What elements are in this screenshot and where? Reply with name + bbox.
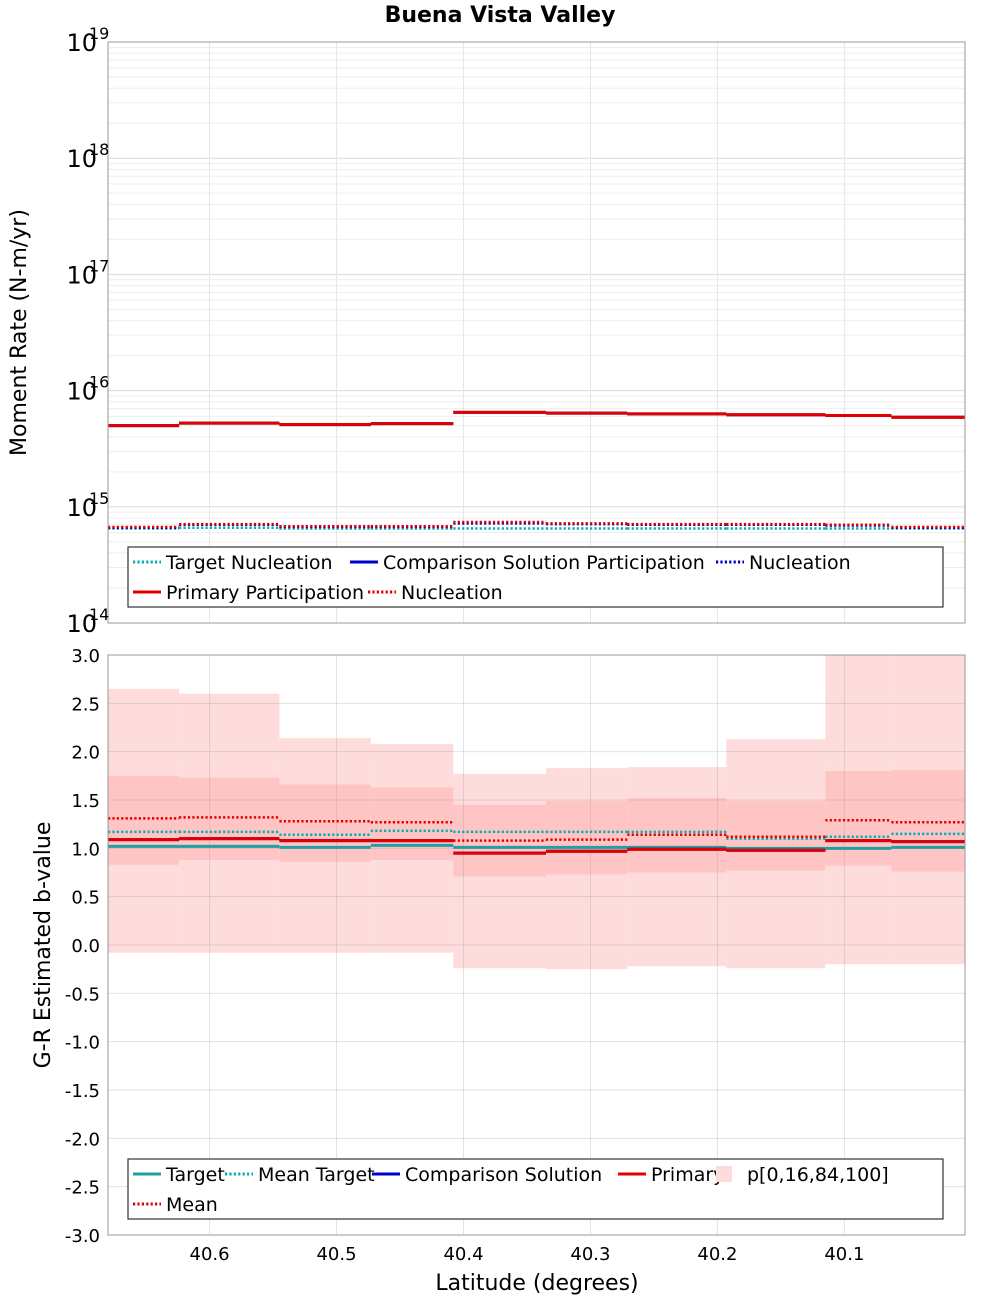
- x-axis-ticks: 40.6 40.5 40.4 40.3 40.2 40.1: [190, 1244, 865, 1265]
- percentile-band-inner: [370, 787, 454, 860]
- legend-swatch: [716, 1166, 732, 1182]
- legend-entry: Primary Participation: [166, 582, 364, 604]
- moment-rate-series-primary-nucleation: [108, 520, 965, 529]
- y-tick-exponent: 15: [89, 489, 109, 508]
- b-value-series-primary: [108, 837, 965, 855]
- x-tick-label: 40.3: [570, 1244, 610, 1265]
- percentile-band-inner: [825, 771, 892, 866]
- moment-rate-grid: [108, 42, 965, 624]
- b-value-y-tick-label: -3.0: [65, 1226, 100, 1247]
- b-value-y-tick-label: 1.0: [71, 839, 100, 860]
- x-tick-label: 40.5: [316, 1244, 356, 1265]
- percentile-band-inner: [108, 775, 180, 865]
- y-tick-base: 10: [66, 494, 97, 522]
- b-value-y-tick-label: 1.5: [71, 791, 100, 812]
- b-value-series: [108, 816, 965, 855]
- legend-entry: Nucleation: [749, 552, 851, 574]
- legend-box: [127, 546, 944, 608]
- moment-rate-series-target-nucleation: [108, 526, 965, 530]
- b-value-y-tick-label: -0.5: [65, 984, 100, 1005]
- y-tick-exponent: 18: [89, 140, 109, 159]
- legend-entry: Mean Target: [258, 1164, 375, 1186]
- b-value-y-tick-label: 2.0: [71, 743, 100, 764]
- b-value-plot-frame: [107, 654, 966, 1236]
- x-tick-label: 40.4: [443, 1244, 483, 1265]
- b-value-y-tick-label: -1.0: [65, 1033, 100, 1054]
- y-tick-exponent: 14: [89, 605, 109, 624]
- moment-rate-plot-frame: [107, 41, 966, 624]
- b-value-y-axis-label: G-R Estimated b-value: [31, 822, 56, 1069]
- y-tick-exponent: 19: [89, 24, 109, 43]
- percentile-band-inner: [891, 770, 965, 872]
- chart-title: Buena Vista Valley: [385, 3, 616, 28]
- b-value-series-mean: [108, 816, 965, 842]
- moment-rate-y-axis-label: Moment Rate (N-m/yr): [7, 209, 32, 456]
- y-tick-exponent: 16: [89, 373, 109, 392]
- percentile-band-inner: [279, 784, 371, 862]
- y-tick-base: 10: [66, 610, 97, 638]
- moment-rate-legend: Target Nucleation Comparison Solution Par…: [127, 546, 944, 608]
- legend-entry: p[0,16,84,100]: [747, 1164, 889, 1186]
- b-value-y-tick-label: 0.0: [71, 936, 100, 957]
- y-tick-base: 10: [66, 261, 97, 289]
- b-value-y-tick-label: 0.5: [71, 888, 100, 909]
- b-value-y-tick-label: 3.0: [71, 646, 100, 667]
- x-axis-label: Latitude (degrees): [435, 1271, 638, 1296]
- moment-rate-series-primary-participation: [108, 410, 965, 428]
- legend-entry: Target Nucleation: [165, 552, 333, 574]
- b-value-series-target: [108, 843, 965, 850]
- legend-entry: Target: [165, 1164, 225, 1186]
- b-value-percentile-bands: [108, 655, 965, 970]
- legend-entry: Nucleation: [401, 582, 503, 604]
- b-value-y-tick-label: -2.5: [65, 1178, 100, 1199]
- x-tick-label: 40.1: [824, 1244, 864, 1265]
- percentile-band-inner: [546, 800, 628, 875]
- y-tick-exponent: 17: [89, 256, 109, 275]
- b-value-y-tick-label: 2.5: [71, 694, 100, 715]
- y-tick-base: 10: [66, 29, 97, 57]
- legend-entry: Comparison Solution Participation: [383, 552, 705, 574]
- x-tick-label: 40.6: [190, 1244, 230, 1265]
- x-tick-label: 40.2: [697, 1244, 737, 1265]
- legend-entry: Primary: [651, 1164, 724, 1186]
- y-tick-base: 10: [66, 378, 97, 406]
- moment-rate-series: [108, 410, 965, 530]
- b-value-series-mean-target: [108, 829, 965, 840]
- legend-entry: Comparison Solution: [405, 1164, 602, 1186]
- b-value-y-tick-label: -1.5: [65, 1081, 100, 1102]
- b-value-panel: 3.0 2.5 2.0 1.5 1.0 0.5 0.0 -0.5 -1.0 -1.5 -2.0 -2.…: [31, 646, 966, 1247]
- b-value-y-tick-label: -2.0: [65, 1129, 100, 1150]
- percentile-band-inner: [453, 804, 547, 877]
- y-tick-base: 10: [66, 145, 97, 173]
- b-value-y-ticks: 3.0 2.5 2.0 1.5 1.0 0.5 0.0 -0.5 -1.0 -1.5 -2.0 -2.…: [65, 646, 100, 1247]
- b-value-legend: Target Mean Target Comparison Solution Prim…: [127, 1158, 944, 1220]
- legend-box: [127, 1158, 944, 1220]
- legend-entry: Mean: [166, 1194, 218, 1216]
